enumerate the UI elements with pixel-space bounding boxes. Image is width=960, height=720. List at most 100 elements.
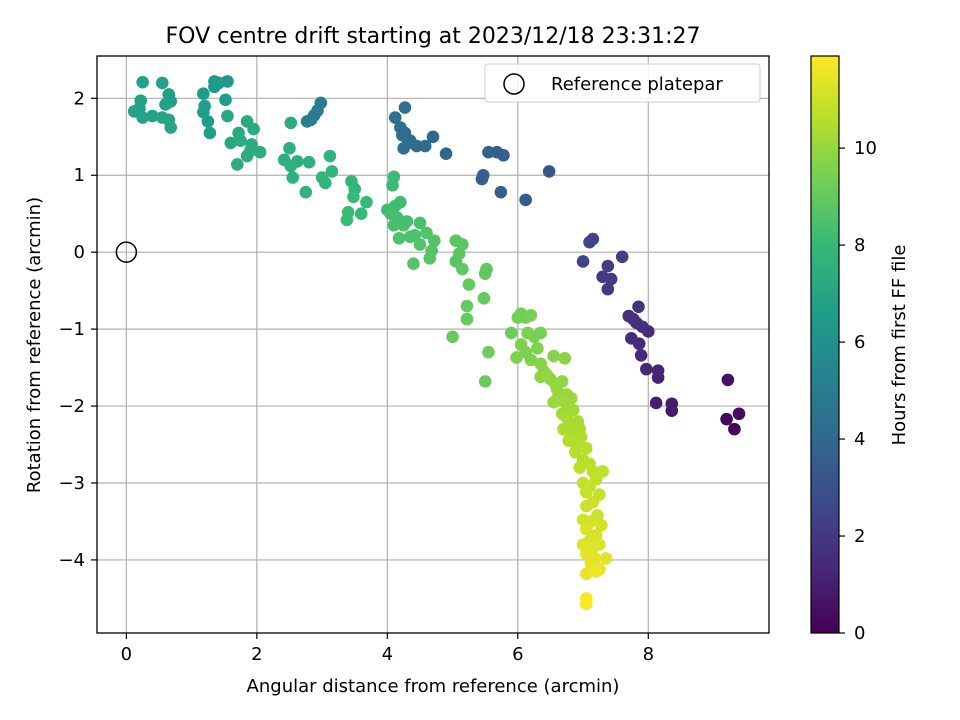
plot-area-frame (96, 55, 770, 634)
data-point (634, 348, 648, 362)
y-axis-label: Rotation from reference (arcmin) (24, 197, 45, 493)
data-points (127, 75, 746, 611)
data-point (524, 353, 538, 367)
data-point (732, 407, 746, 421)
data-point (224, 136, 238, 150)
x-axis-ticks: 0 2 4 6 8 (121, 633, 654, 665)
data-point (394, 195, 407, 209)
data-point (460, 299, 474, 313)
y-tick-label: −4 (58, 550, 85, 571)
data-point (595, 518, 608, 532)
data-point (208, 80, 221, 94)
colorbar-label: Hours from first FF file (889, 245, 910, 446)
data-point (568, 445, 582, 459)
colorbar-frame (810, 55, 840, 634)
data-point (665, 397, 679, 411)
chart-title: FOV centre drift starting at 2023/12/18 … (166, 24, 701, 49)
data-point (524, 308, 538, 322)
data-point (413, 216, 427, 230)
y-axis-ticks: 2 1 0 −1 −2 −3 −4 (58, 88, 97, 571)
data-point (426, 130, 440, 144)
data-point (439, 147, 453, 161)
data-point (413, 238, 427, 251)
legend: Reference platepar (484, 63, 761, 103)
data-point (203, 126, 217, 140)
data-point (325, 165, 339, 178)
data-point (299, 185, 313, 199)
legend-marker-reference (503, 73, 525, 95)
data-point (420, 226, 433, 240)
data-point (394, 121, 407, 134)
legend-box (484, 63, 761, 103)
data-point (557, 422, 570, 436)
data-point (510, 351, 523, 364)
colorbar: 0 2 4 6 8 10 Hours from first FF file (810, 55, 910, 644)
data-point (580, 522, 593, 536)
data-point (136, 75, 149, 89)
data-point (247, 122, 260, 136)
y-tick-label: 1 (74, 165, 85, 186)
colorbar-tick-label: 10 (854, 138, 877, 159)
data-point (534, 326, 547, 340)
y-tick-label: 0 (74, 242, 85, 263)
data-point (615, 250, 629, 264)
data-point (253, 145, 267, 159)
y-tick-label: −2 (58, 396, 85, 417)
colorbar-ticks: 0 2 4 6 8 10 (839, 138, 877, 644)
data-point (589, 565, 603, 578)
data-point (360, 195, 373, 209)
data-point (162, 113, 176, 127)
data-point (387, 218, 401, 232)
data-point (159, 98, 172, 111)
data-point (626, 312, 640, 326)
data-point (593, 538, 606, 551)
data-point (477, 292, 491, 305)
data-point (573, 461, 587, 474)
data-point (649, 396, 663, 410)
data-point (478, 375, 492, 388)
data-point (284, 116, 298, 130)
data-point (728, 422, 741, 436)
data-point (521, 326, 534, 340)
data-point (601, 282, 615, 296)
legend-label-reference: Reference platepar (551, 74, 723, 95)
data-point (283, 142, 296, 155)
colorbar-tick-label: 0 (854, 623, 865, 644)
data-point (632, 300, 645, 314)
data-point (323, 149, 337, 163)
y-tick-label: −3 (58, 473, 85, 494)
data-point (423, 252, 437, 265)
data-point (599, 552, 613, 565)
data-point (580, 442, 593, 455)
data-point (460, 312, 474, 326)
data-point (482, 145, 495, 159)
data-point (462, 278, 476, 291)
reference-platepar-marker (115, 241, 138, 263)
data-point (407, 257, 420, 271)
data-point (446, 330, 459, 344)
data-point (547, 395, 560, 409)
data-point (136, 111, 149, 124)
data-point (574, 430, 588, 444)
colorbar-tick-label: 6 (854, 332, 865, 353)
data-point (720, 412, 733, 426)
data-point (340, 213, 354, 227)
data-point (403, 230, 417, 244)
data-point (240, 149, 254, 163)
data-point (397, 142, 410, 155)
x-tick-label: 4 (382, 644, 393, 665)
data-point (347, 190, 360, 204)
data-point (300, 115, 314, 128)
data-point (494, 185, 508, 199)
data-point (601, 259, 615, 273)
data-point (580, 485, 593, 499)
colorbar-tick-label: 8 (854, 235, 865, 256)
y-tick-label: −1 (58, 319, 85, 340)
data-point (721, 373, 735, 387)
x-tick-label: 0 (121, 644, 132, 665)
data-point (604, 272, 618, 286)
data-point (221, 109, 234, 123)
x-tick-label: 6 (512, 644, 523, 665)
x-tick-label: 2 (251, 644, 262, 665)
